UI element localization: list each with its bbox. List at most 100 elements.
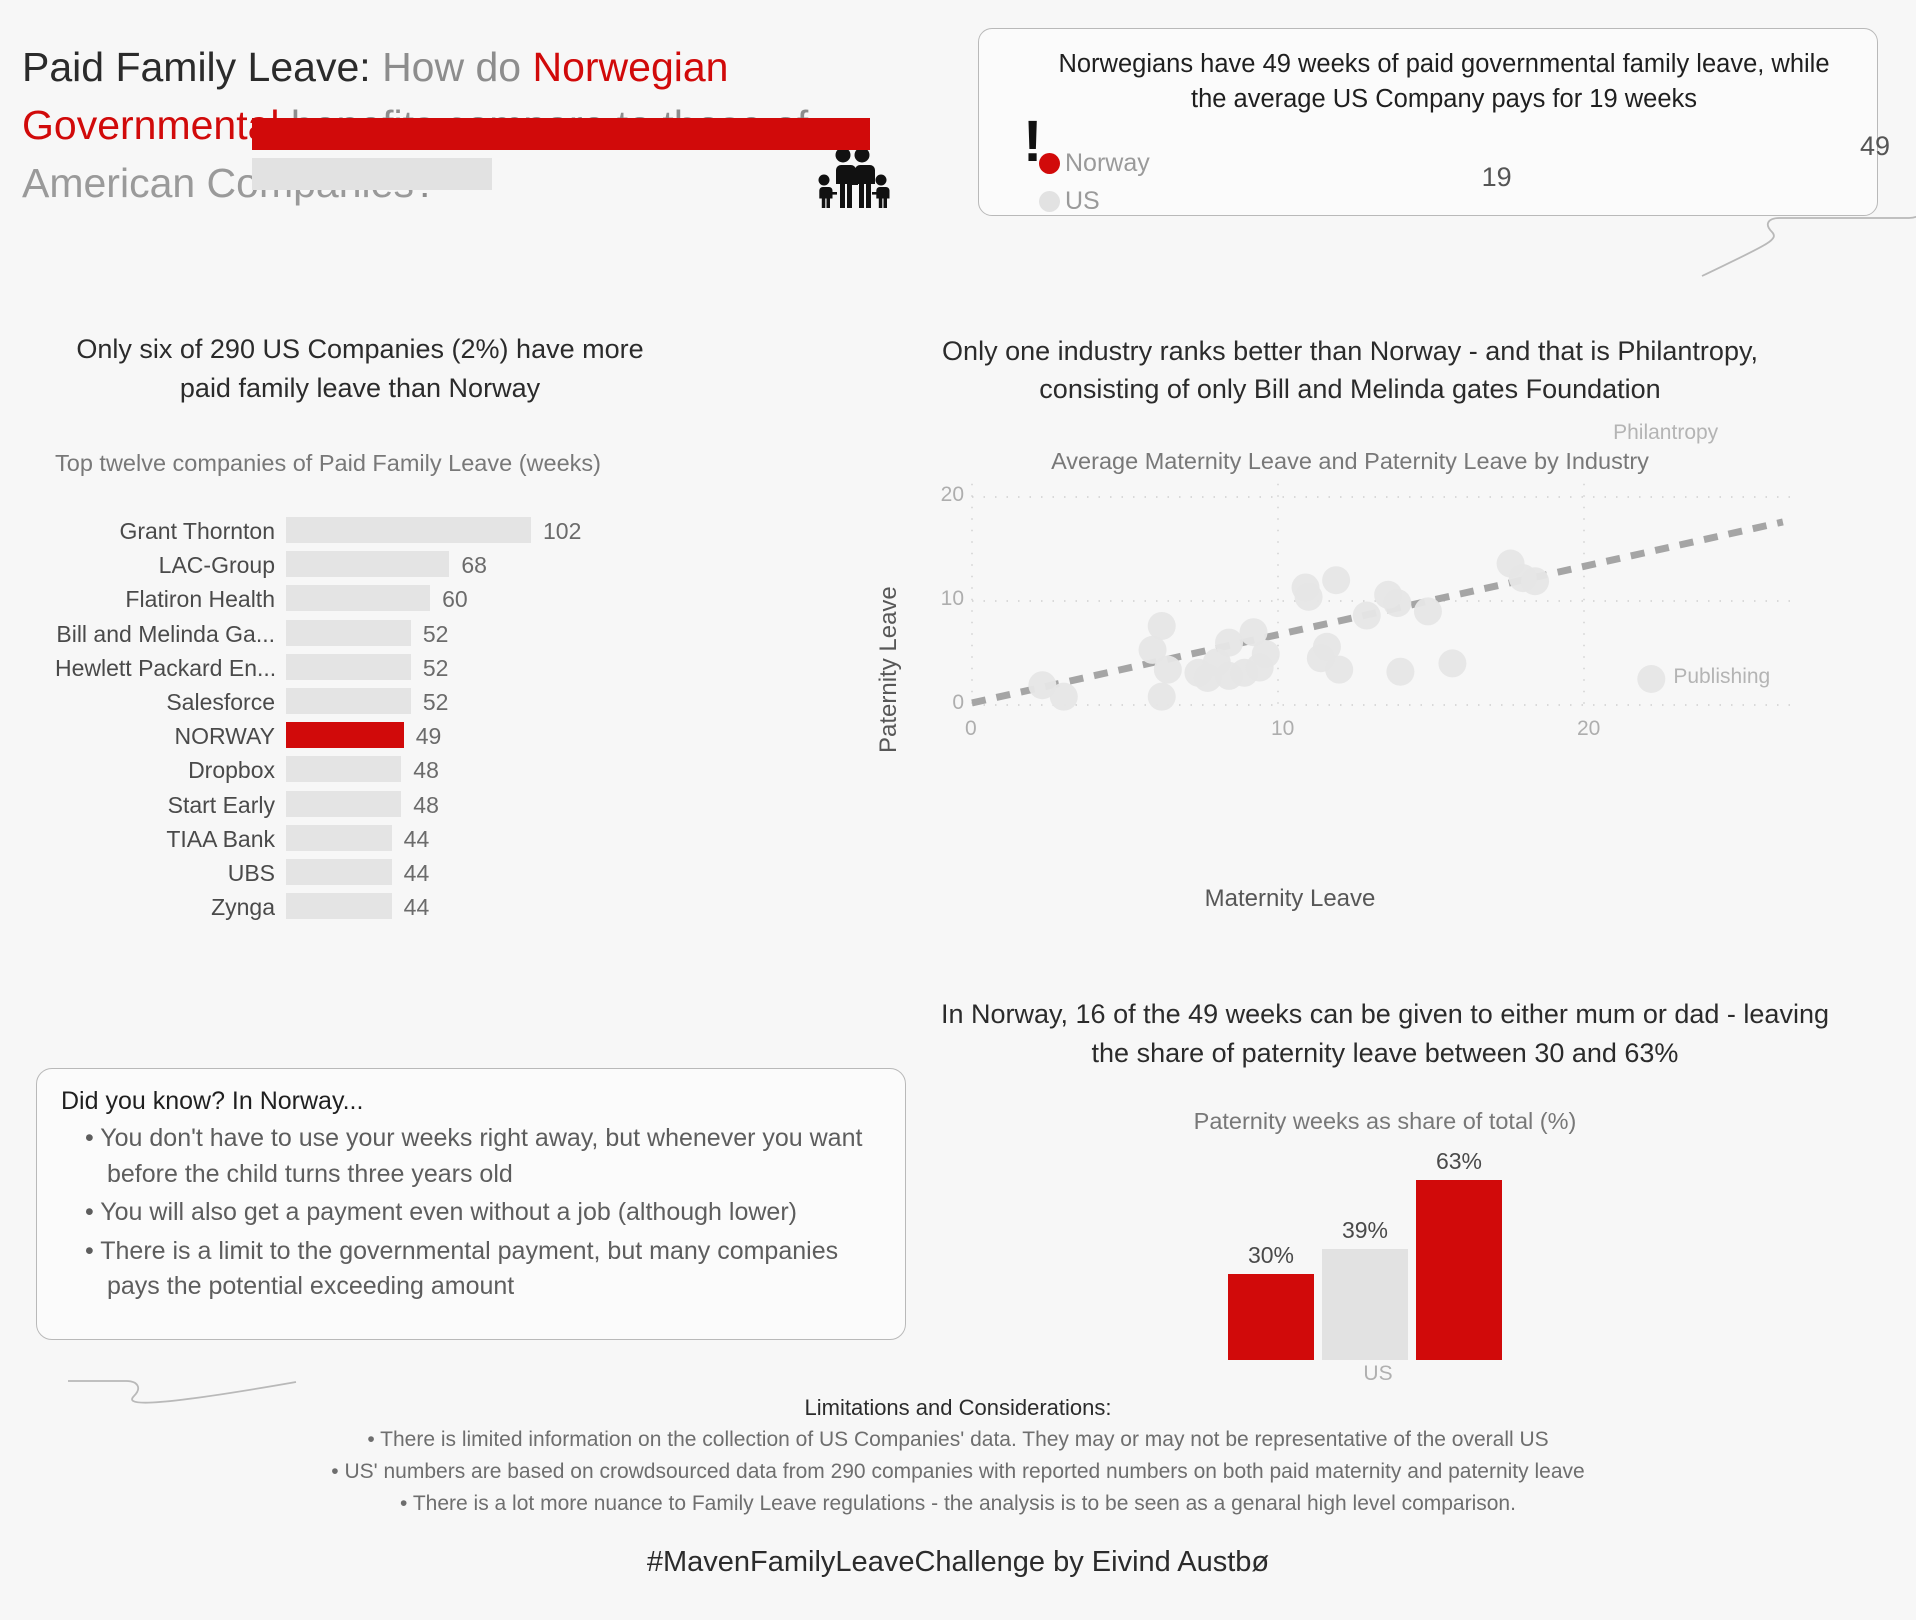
title-part-2: How do [370, 44, 533, 90]
share-axis-label-us: US [1363, 1362, 1393, 1385]
company-bar-fill [286, 824, 392, 851]
exclamation-mark-icon: ! [1023, 109, 1043, 174]
company-bar-fill [286, 517, 531, 543]
share-bar [1228, 1274, 1314, 1360]
credit-line: #MavenFamilyLeaveChallenge by Eivind Aus… [646, 1546, 1270, 1578]
list-item: You will also get a payment even without… [85, 1195, 895, 1231]
company-bar-row: Hewlett Packard En... 52 [55, 652, 695, 686]
limitation-line: • There is limited information on the co… [367, 1428, 1549, 1451]
company-bar-chart: Grant Thornton 102 LAC-Group 68 Flatiron Hea… [55, 515, 695, 925]
company-bar-fill [286, 619, 411, 646]
company-bar-row: NORWAY 49 [55, 720, 695, 754]
x-tick-label: 0 [965, 717, 977, 740]
company-bar-label: LAC-Group [158, 552, 275, 579]
scatter-panel-headline: Only one industry ranks better than Norw… [942, 336, 1758, 405]
left-panel-headline: Only six of 290 US Companies (2%) have m… [76, 334, 644, 403]
company-bar-row: LAC-Group 68 [55, 549, 695, 583]
scatter-point [1325, 655, 1354, 684]
scatter-point [1294, 582, 1323, 611]
company-bar-value: 102 [543, 518, 582, 544]
scatter-label-publishing: Publishing [1673, 665, 1771, 688]
title-part-3: Norwegian Governmental [22, 44, 729, 149]
company-bar-label: TIAA Bank [166, 825, 275, 852]
top-bar-us [252, 158, 492, 190]
company-bar-value: 48 [413, 791, 439, 818]
company-bar-fill [286, 722, 404, 749]
did-you-know-title: Did you know? In Norway... [61, 1087, 364, 1115]
company-bar-row: TIAA Bank 44 [55, 823, 695, 857]
company-bar-row: Salesforce 52 [55, 686, 695, 720]
list-item: You don't have to use your weeks right a… [85, 1121, 895, 1192]
company-bar-fill [286, 893, 392, 920]
legend-item-us: US [1039, 187, 1100, 216]
company-bar-fill [286, 585, 431, 612]
scatter-point [1438, 649, 1467, 678]
company-bar-row: Zynga 44 [55, 891, 695, 925]
title-part-1: Paid Family Leave: [22, 44, 371, 90]
share-bar [1322, 1248, 1408, 1360]
top-callout-bubble: Norwegians have 49 weeks of paid governm… [978, 28, 1878, 216]
scatter-point [1413, 597, 1442, 626]
company-bar-value: 44 [403, 825, 430, 852]
company-bar-label: Start Early [167, 791, 275, 818]
y-tick-label: 10 [940, 587, 964, 610]
did-you-know-list: You don't have to use your weeks right a… [85, 1121, 895, 1308]
scatter-point [1049, 682, 1078, 711]
company-bar-fill [286, 551, 450, 578]
scatter-point [1352, 601, 1381, 630]
scatter-point [1637, 665, 1666, 693]
top-bar-value-norway: 49 [1860, 131, 1891, 161]
share-bar-chart: 30% 39% 63% [1228, 1148, 1528, 1360]
scatter-point [1147, 611, 1176, 640]
company-bar-value: 52 [422, 654, 449, 681]
company-bar-label: Bill and Melinda Ga... [56, 620, 275, 647]
scatter-chart-title: Average Maternity Leave and Paternity Le… [1051, 448, 1649, 474]
company-bar-fill [286, 858, 392, 885]
did-you-know-bubble-tail [68, 1380, 297, 1404]
legend-item-norway: Norway [1039, 149, 1150, 178]
share-chart-title: Paternity weeks as share of total (%) [1193, 1108, 1577, 1134]
company-bar-row: Start Early 48 [55, 789, 695, 823]
x-tick-label: 10 [1271, 717, 1295, 740]
y-tick-label: 20 [940, 483, 964, 506]
share-bar-value: 30% [1247, 1242, 1295, 1269]
company-bar-value: 60 [442, 586, 468, 613]
trend-line [971, 518, 1784, 707]
company-bar-label: NORWAY [174, 723, 275, 750]
scatter-svg [971, 480, 1793, 711]
share-bar [1416, 1180, 1502, 1360]
company-bar-row: Bill and Melinda Ga... 52 [55, 618, 695, 652]
legend-dot-us [1039, 191, 1060, 212]
company-bar-value: 44 [403, 894, 430, 921]
company-bar-label: UBS [227, 859, 275, 886]
company-bar-value: 52 [422, 620, 449, 647]
family-icon [818, 147, 890, 208]
company-bar-value: 48 [413, 757, 439, 784]
limitation-line: • US' numbers are based on crowdsourced … [331, 1460, 1585, 1483]
scatter-point [1215, 628, 1244, 657]
scatter-point [1028, 671, 1057, 700]
scatter-point [1239, 618, 1268, 647]
company-bar-label: Grant Thornton [119, 518, 275, 544]
scatter-plot: Philantropy Publishing 0 10 20 0 10 20 [860, 421, 1880, 800]
company-bar-row: Dropbox 48 [55, 754, 695, 788]
company-bar-value: 52 [422, 688, 449, 715]
share-bar-value: 39% [1341, 1216, 1389, 1243]
top-bar-norway [252, 118, 870, 150]
company-bar-fill [286, 756, 402, 783]
scatter-point [1322, 566, 1351, 595]
scatter-point [1147, 682, 1176, 711]
company-bar-label: Flatiron Health [125, 586, 275, 613]
top-bubble-tail [1701, 215, 1916, 277]
company-bar-value: 68 [461, 552, 487, 579]
company-bar-label: Hewlett Packard En... [55, 654, 275, 681]
legend-dot-norway [1039, 153, 1060, 174]
company-bar-row: Grant Thornton 102 [55, 515, 695, 549]
company-bar-label: Dropbox [188, 757, 275, 784]
company-bar-fill [286, 687, 411, 714]
list-item: There is a limit to the governmental pay… [85, 1234, 895, 1305]
scatter-point [1251, 640, 1280, 669]
scatter-point [1153, 655, 1182, 684]
share-panel-headline: In Norway, 16 of the 49 weeks can be giv… [941, 999, 1829, 1068]
scatter-point [1386, 657, 1415, 686]
